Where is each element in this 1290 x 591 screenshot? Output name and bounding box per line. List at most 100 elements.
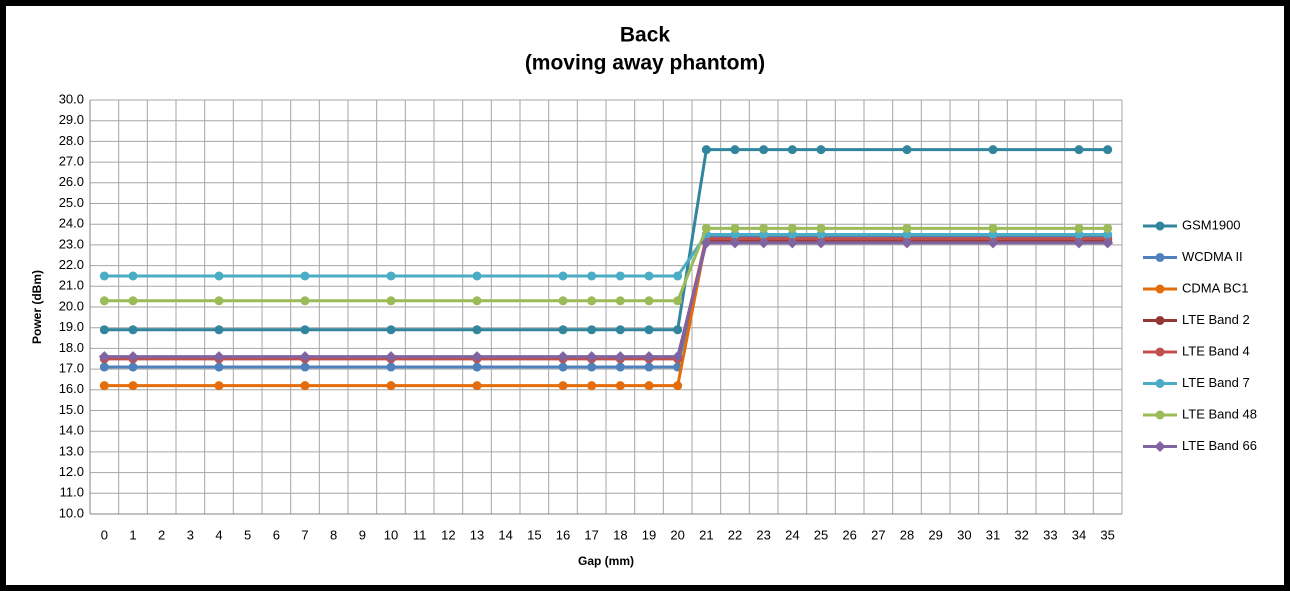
marker [99,381,109,391]
marker [1155,410,1165,420]
marker [644,271,654,281]
marker [128,362,138,372]
marker [988,223,998,233]
marker [644,325,654,335]
x-tick-label: 17 [584,527,598,542]
marker [816,223,826,233]
legend-label: LTE Band 7 [1182,375,1250,390]
x-tick-label: 10 [384,527,398,542]
marker [816,230,826,240]
y-tick-label: 20.0 [59,298,84,313]
series-line [104,235,1108,369]
marker [128,296,138,306]
marker [615,362,625,372]
marker [730,145,740,155]
marker [643,351,655,363]
y-tick-label: 28.0 [59,133,84,148]
x-axis-label: Gap (mm) [578,554,634,568]
legend-label: LTE Band 66 [1182,438,1257,453]
marker [558,271,568,281]
y-tick-label: 25.0 [59,195,84,210]
series-line [104,241,1108,359]
x-tick-label: 0 [101,527,108,542]
marker [786,237,798,249]
x-tick-label: 27 [871,527,885,542]
y-tick-label: 29.0 [59,112,84,127]
x-tick-label: 30 [957,527,971,542]
series-line [104,233,1108,278]
x-tick-label: 15 [527,527,541,542]
marker [988,230,998,240]
x-tick-label: 12 [441,527,455,542]
marker [644,381,654,391]
marker [1074,230,1084,240]
x-tick-label: 18 [613,527,627,542]
marker [300,362,310,372]
chart-title: Back [620,24,671,47]
y-tick-label: 23.0 [59,236,84,251]
x-tick-label: 31 [986,527,1000,542]
x-tick-label: 34 [1072,527,1086,542]
marker [758,237,770,249]
marker [1154,441,1166,452]
marker [759,145,769,155]
marker [300,325,310,335]
x-tick-label: 29 [928,527,942,542]
x-tick-label: 28 [900,527,914,542]
y-tick-label: 13.0 [59,443,84,458]
marker [586,351,598,363]
y-tick-label: 16.0 [59,381,84,396]
marker [214,381,224,391]
marker [730,223,740,233]
marker [901,237,913,249]
marker [1155,379,1165,388]
legend-label: GSM1900 [1182,217,1241,232]
marker [213,351,225,363]
marker [644,362,654,372]
marker [902,145,912,155]
marker [815,237,827,249]
y-tick-label: 11.0 [60,485,84,500]
marker [1102,237,1114,249]
marker [902,223,912,233]
x-tick-label: 2 [158,527,165,542]
marker [472,381,482,391]
marker [127,351,139,363]
y-tick-label: 19.0 [59,319,84,334]
marker [615,325,625,335]
marker [558,362,568,372]
marker [1155,284,1165,294]
marker [99,271,109,281]
y-tick-label: 27.0 [59,154,84,169]
x-tick-label: 19 [642,527,656,542]
marker [787,145,797,155]
marker [1074,145,1084,155]
x-tick-label: 24 [785,527,799,542]
marker [1103,223,1113,233]
marker [214,271,224,281]
marker [729,237,741,249]
x-tick-label: 8 [330,527,337,542]
marker [385,351,397,363]
marker [214,362,224,372]
chart-subtitle: (moving away phantom) [525,52,765,75]
legend-label: WCDMA II [1182,249,1243,264]
marker [673,325,683,335]
marker [816,145,826,155]
x-tick-label: 7 [301,527,308,542]
x-tick-label: 6 [273,527,280,542]
marker [615,381,625,391]
marker [673,296,683,306]
y-tick-label: 30.0 [59,91,84,106]
marker [615,296,625,306]
marker [1103,145,1113,155]
legend-label: LTE Band 2 [1182,312,1250,327]
y-tick-label: 17.0 [59,361,84,376]
x-tick-label: 14 [498,527,512,542]
marker [787,230,797,240]
x-tick-label: 23 [756,527,770,542]
y-tick-label: 24.0 [59,216,84,231]
marker [701,145,711,155]
